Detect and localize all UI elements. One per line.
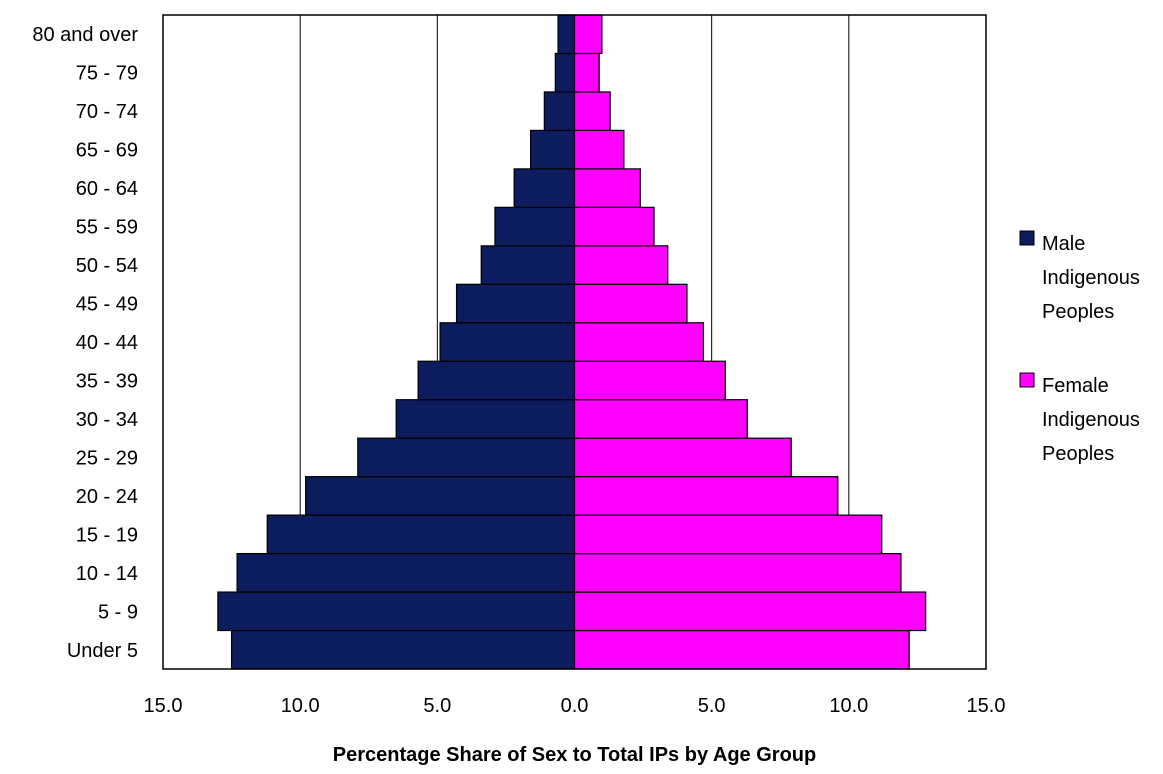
legend-label: Female (1042, 375, 1109, 397)
x-tick-label: 15.0 (144, 695, 183, 717)
female-bar (573, 399, 748, 439)
female-bar (573, 322, 705, 362)
category-label: 25 - 29 (76, 447, 138, 469)
legend-swatch (1019, 372, 1035, 388)
legend-label: Male (1042, 233, 1085, 255)
male-bar (513, 168, 576, 208)
category-label: 70 - 74 (76, 101, 138, 123)
category-label: 65 - 69 (76, 140, 138, 162)
female-bar (573, 514, 883, 555)
female-bar (573, 283, 688, 324)
male-bar (266, 514, 576, 555)
x-tick-label: 15.0 (967, 695, 1006, 717)
x-tick-label: 10.0 (829, 695, 868, 717)
male-bar (530, 129, 576, 170)
category-label: 30 - 34 (76, 409, 138, 431)
x-tick-labels: 15.0 10.0 5.0 0.0 5.0 10.0 15.0 (144, 695, 1006, 717)
male-bar (554, 52, 576, 93)
female-bar (573, 91, 611, 132)
legend-label: Peoples (1042, 301, 1114, 323)
female-bar (573, 552, 902, 593)
male-bar (357, 437, 576, 478)
male-bar (230, 629, 576, 670)
male-bar (557, 14, 576, 55)
category-label: Under 5 (67, 640, 138, 662)
category-label: 20 - 24 (76, 486, 138, 508)
female-bar (573, 129, 625, 170)
legend-label: Peoples (1042, 443, 1114, 465)
female-bar (573, 168, 641, 208)
female-bar (573, 360, 726, 401)
legend-label: Indigenous (1042, 267, 1140, 289)
x-tick-label: 5.0 (423, 695, 451, 717)
category-labels: Under 5 5 - 9 10 - 14 15 - 19 20 - 24 25 - 29… (32, 24, 138, 662)
category-label: 5 - 9 (98, 601, 138, 623)
female-bar (573, 14, 603, 55)
male-bar (305, 476, 576, 516)
male-bar (217, 591, 576, 632)
male-bar (480, 245, 576, 285)
male-bar (455, 283, 576, 324)
category-label: 75 - 79 (76, 63, 138, 85)
category-label: 35 - 39 (76, 370, 138, 392)
category-label: 50 - 54 (76, 255, 138, 277)
female-bar (573, 52, 600, 93)
male-bar (236, 552, 576, 593)
female-bar (573, 437, 792, 478)
category-label: 80 and over (32, 24, 138, 46)
x-tick-label: 0.0 (561, 695, 589, 717)
male-bar (543, 91, 576, 132)
category-label: 45 - 49 (76, 294, 138, 316)
female-bar (573, 206, 655, 247)
x-axis-label: Percentage Share of Sex to Total IPs by … (333, 744, 816, 766)
legend-label: Indigenous (1042, 409, 1140, 431)
category-label: 10 - 14 (76, 563, 138, 585)
category-label: 15 - 19 (76, 524, 138, 546)
legend: Male Indigenous Peoples Female Indigenous Peo… (1019, 230, 1140, 465)
male-bar (494, 206, 576, 247)
female-bar (573, 245, 669, 285)
x-tick-label: 10.0 (281, 695, 320, 717)
female-bar (573, 629, 910, 670)
category-label: 40 - 44 (76, 332, 138, 354)
plot-border (162, 14, 987, 670)
female-bar (573, 591, 927, 632)
x-tick-label: 5.0 (698, 695, 726, 717)
male-bar (395, 399, 576, 439)
male-bar (417, 360, 576, 401)
legend-swatch (1019, 230, 1035, 246)
category-label: 60 - 64 (76, 178, 138, 200)
male-bar (439, 322, 576, 362)
female-bar (573, 476, 839, 516)
bars-group (217, 14, 927, 670)
category-label: 55 - 59 (76, 217, 138, 239)
